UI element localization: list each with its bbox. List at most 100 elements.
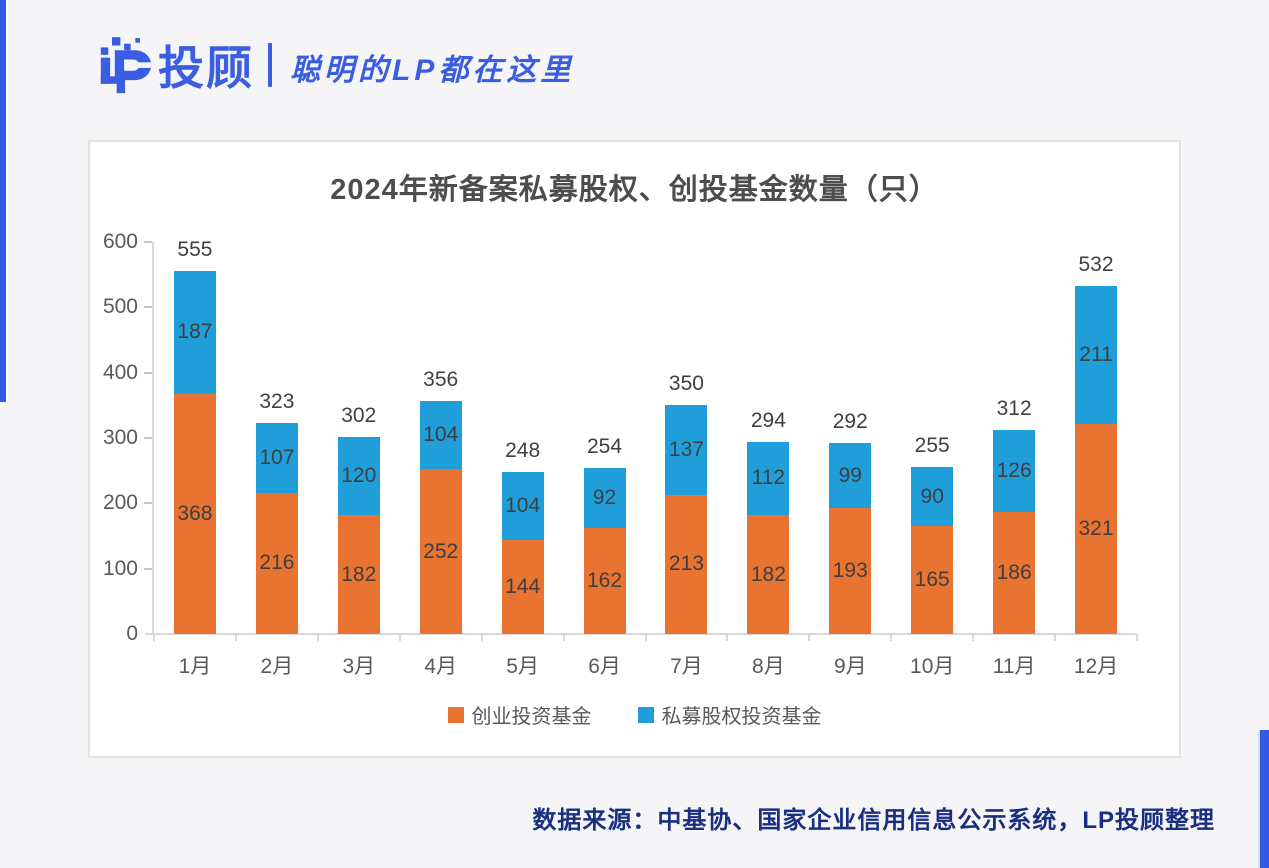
x-tick-mark <box>562 634 565 641</box>
bar-segment-pe: 126 <box>993 430 1036 513</box>
x-axis-label: 12月 <box>1073 655 1119 678</box>
legend-item: 私募股权投资基金 <box>637 700 822 729</box>
total-value-label: 248 <box>505 438 541 462</box>
bar-segment-vc: 252 <box>419 469 462 634</box>
y-tick-mark <box>144 437 152 439</box>
header: 投顾 聪明的LP都在这里 <box>98 30 574 100</box>
y-axis-label: 0 <box>126 622 138 645</box>
x-axis-label: 4月 <box>424 655 458 678</box>
legend-swatch-icon <box>637 706 654 723</box>
bar-segment-vc: 213 <box>665 494 708 634</box>
bar-segment-pe: 107 <box>255 422 298 493</box>
x-axis-label: 11月 <box>992 655 1036 678</box>
data-source-note: 数据来源：中基协、国家企业信用信息公示系统，LP投顾整理 <box>532 807 1215 834</box>
x-tick-mark <box>153 634 155 641</box>
y-axis-label: 600 <box>102 230 138 253</box>
x-tick-mark <box>644 634 647 641</box>
chart-legend: 创业投资基金 私募股权投资基金 <box>90 700 1179 729</box>
segment-value-label: 216 <box>259 551 295 575</box>
bar-segment-vc: 182 <box>747 515 790 634</box>
bar-segment-pe: 112 <box>747 441 790 516</box>
bar-segment-pe: 120 <box>337 436 380 516</box>
bar-segment-vc: 144 <box>501 539 544 634</box>
x-axis-label: 6月 <box>588 655 621 678</box>
segment-value-label: 162 <box>587 569 623 593</box>
segment-value-label: 144 <box>505 574 541 598</box>
segment-value-label: 187 <box>177 320 213 344</box>
segment-value-label: 137 <box>668 438 704 462</box>
bar-segment-vc: 165 <box>911 526 954 634</box>
segment-value-label: 90 <box>920 484 944 508</box>
bar-segment-vc: 182 <box>337 515 380 634</box>
lp-logo-icon <box>100 37 154 94</box>
segment-value-label: 368 <box>177 501 213 525</box>
segment-value-label: 104 <box>505 493 541 517</box>
legend-label: 创业投资基金 <box>471 706 592 728</box>
y-axis-label: 300 <box>102 426 138 449</box>
bar-segment-vc: 162 <box>583 528 626 634</box>
left-accent-bar <box>0 0 8 402</box>
segment-value-label: 252 <box>423 539 459 563</box>
logo-slogan: 聪明的LP都在这里 <box>290 54 575 87</box>
x-axis-label: 3月 <box>342 655 376 678</box>
bar-segment-pe: 104 <box>501 471 544 540</box>
bar-segment-vc: 321 <box>1075 424 1118 634</box>
legend-item: 创业投资基金 <box>447 700 592 729</box>
x-tick-mark <box>1136 634 1138 641</box>
total-value-label: 255 <box>914 434 950 458</box>
legend-label: 私募股权投资基金 <box>661 706 822 728</box>
segment-value-label: 126 <box>996 459 1032 483</box>
segment-value-label: 92 <box>592 486 617 510</box>
x-axis-label: 8月 <box>752 655 785 678</box>
y-axis-label: 200 <box>102 491 138 515</box>
bar-segment-pe: 92 <box>583 468 626 529</box>
x-tick-mark <box>1054 634 1057 641</box>
segment-value-label: 112 <box>751 466 786 490</box>
x-axis-label: 2月 <box>260 655 294 678</box>
x-axis-label: 9月 <box>833 655 867 678</box>
segment-value-label: 182 <box>341 562 377 586</box>
x-tick-mark <box>316 634 319 641</box>
total-value-label: 323 <box>259 389 295 413</box>
chart-title: 2024年新备案私募股权、创投基金数量（只） <box>330 174 939 206</box>
total-value-label: 532 <box>1078 253 1114 277</box>
segment-value-label: 211 <box>1079 343 1113 367</box>
chart-card: 2024年新备案私募股权、创投基金数量（只） 0 100 200 300 400 500 6… <box>88 140 1181 758</box>
legend-swatch-icon <box>447 706 464 723</box>
x-tick-mark <box>398 634 401 641</box>
y-tick-mark <box>144 241 152 243</box>
x-axis-label: 7月 <box>670 655 703 678</box>
right-accent-bar <box>1258 730 1269 868</box>
stacked-bar-chart: 0 100 200 300 400 500 600 368 187 555 1月 216 107 323 2… <box>90 142 1179 756</box>
x-tick-mark <box>808 634 811 641</box>
x-axis-label: 10月 <box>910 655 955 678</box>
total-value-label: 312 <box>996 397 1032 421</box>
bar-segment-pe: 211 <box>1075 286 1118 425</box>
segment-value-label: 99 <box>838 463 862 487</box>
segment-value-label: 182 <box>750 562 786 586</box>
bar-segment-vc: 216 <box>255 492 298 634</box>
bar-segment-pe: 137 <box>665 405 708 495</box>
x-tick-mark <box>972 634 975 641</box>
y-axis-label: 500 <box>102 295 138 319</box>
bar-segment-vc: 186 <box>993 512 1036 634</box>
bar-segment-pe: 99 <box>829 443 872 508</box>
segment-value-label: 321 <box>1078 517 1114 541</box>
total-value-label: 356 <box>423 368 459 392</box>
total-value-label: 350 <box>668 372 704 396</box>
y-tick-mark <box>144 371 152 374</box>
x-tick-mark <box>480 634 483 641</box>
y-tick-mark <box>144 567 152 570</box>
bar-segment-vc: 368 <box>173 393 216 634</box>
x-tick-mark <box>726 634 729 641</box>
total-value-label: 302 <box>341 403 377 427</box>
y-tick-mark <box>144 502 152 505</box>
bar-segment-pe: 104 <box>419 401 462 470</box>
x-axis <box>145 633 1137 635</box>
bar-segment-pe: 187 <box>173 271 216 394</box>
segment-value-label: 213 <box>668 552 704 576</box>
segment-value-label: 107 <box>259 445 295 469</box>
logo-divider <box>268 43 272 87</box>
y-axis <box>152 242 154 634</box>
